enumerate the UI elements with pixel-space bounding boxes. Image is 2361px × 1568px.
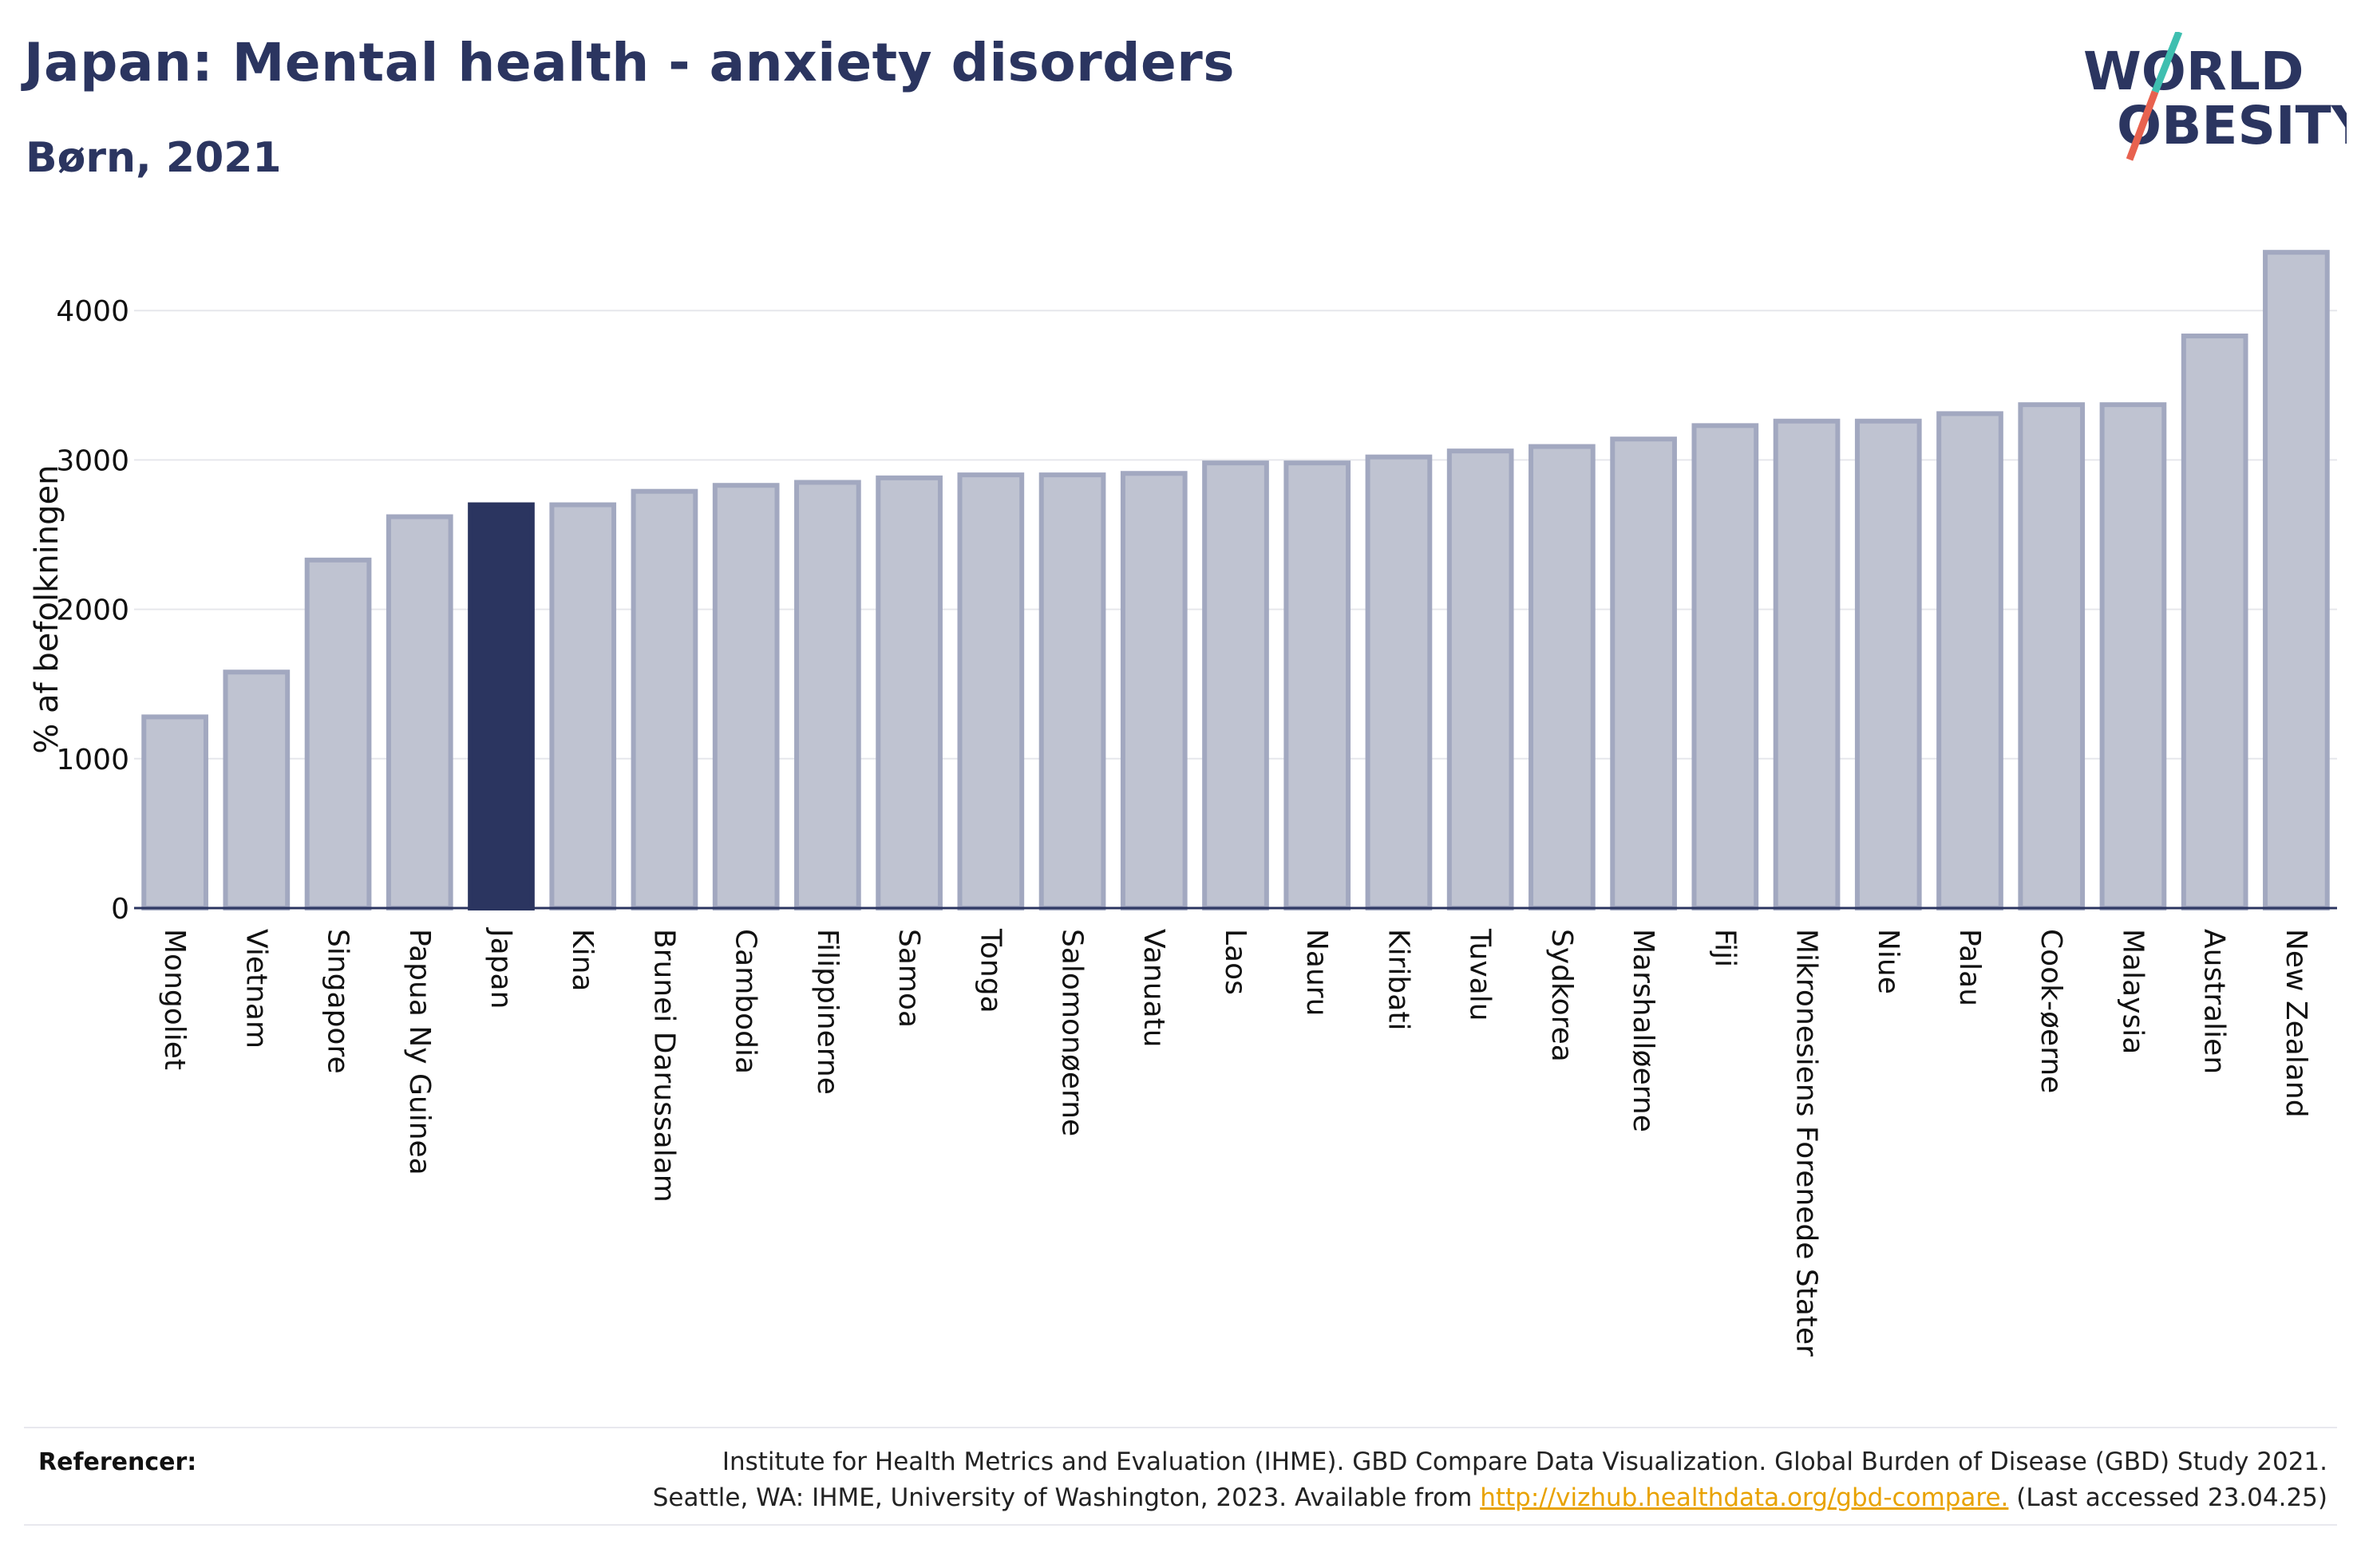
y-tick-label: 3000 <box>56 444 129 477</box>
bar <box>1529 444 1596 910</box>
bar <box>223 669 291 910</box>
bar <box>957 472 1025 910</box>
x-tick-label: Samoa <box>892 929 925 1028</box>
bar <box>2263 250 2330 910</box>
x-tick-label: Vanuatu <box>1137 929 1170 1048</box>
footer-divider-top <box>24 1427 2337 1428</box>
page-title: Japan: Mental health - anxiety disorders <box>24 32 1236 93</box>
x-tick-label: Cook-øerne <box>2035 929 2067 1093</box>
bar <box>1610 436 1677 910</box>
reference-line-2-pre: Seattle, WA: IHME, University of Washing… <box>652 1483 1481 1512</box>
y-axis-label: % af befolkningen <box>29 465 65 754</box>
x-tick-label: Salomonøerne <box>1056 929 1089 1136</box>
x-tick-label: Mongoliet <box>158 929 191 1070</box>
y-tick-label: 4000 <box>56 295 129 328</box>
bar <box>1120 471 1188 910</box>
bar <box>2018 402 2086 910</box>
x-tick-label: Kina <box>566 929 599 992</box>
axes: 0 1000 2000 3000 4000 Mongoliet Vietnam Singapo… <box>56 295 2337 1357</box>
x-tick-label: Palau <box>1953 929 1986 1006</box>
references-text: Institute for Health Metrics and Evaluat… <box>571 1444 2327 1516</box>
x-tick-label: Kiribati <box>1382 929 1414 1030</box>
bar <box>1773 418 1841 910</box>
x-tick-label: Papua Ny Guinea <box>403 929 436 1175</box>
logo-line2: OBESITY <box>2117 95 2347 156</box>
reference-link[interactable]: http://vizhub.healthdata.org/gbd-compare… <box>1480 1483 2009 1512</box>
x-tick-label: Tonga <box>974 928 1006 1013</box>
reference-line-2-post: (Last accessed 23.04.25) <box>2008 1483 2327 1512</box>
bar <box>2099 402 2167 910</box>
reference-line-1: Institute for Health Metrics and Evaluat… <box>722 1448 2327 1476</box>
x-tick-label: Filippinerne <box>811 929 844 1095</box>
bar <box>631 488 698 910</box>
x-tick-label: Fiji <box>1708 929 1741 967</box>
y-tick-label: 0 <box>111 893 129 926</box>
logo-line1: WORLD <box>2083 41 2304 102</box>
bar <box>794 480 861 910</box>
bar <box>549 502 617 910</box>
x-tick-label: Brunei Darussalam <box>647 929 680 1203</box>
logo-slash-bottom <box>2126 90 2159 161</box>
x-tick-label: New Zealand <box>2280 929 2312 1118</box>
bars <box>141 250 2330 910</box>
x-tick-label: Tuvalu <box>1464 928 1497 1021</box>
references-label: Referencer: <box>38 1448 197 1476</box>
bar <box>141 714 208 910</box>
bar <box>1202 460 1269 910</box>
bar <box>876 475 943 910</box>
bar <box>1936 411 2003 910</box>
x-tick-label: Singapore <box>322 929 354 1074</box>
x-tick-label: Cambodia <box>730 929 762 1074</box>
bar-chart: 0 1000 2000 3000 4000 Mongoliet Vietnam Singapo… <box>29 250 2337 1357</box>
x-tick-label: Malaysia <box>2116 929 2149 1054</box>
bar <box>1446 448 1514 910</box>
y-tick-label: 1000 <box>56 744 129 776</box>
page-subtitle: Børn, 2021 <box>26 134 282 182</box>
x-tick-label: Nauru <box>1300 929 1333 1016</box>
y-tick-label: 2000 <box>56 594 129 627</box>
x-tick-label: Laos <box>1219 929 1252 995</box>
x-tick-label: Sydkorea <box>1545 929 1578 1062</box>
bar <box>2181 334 2248 910</box>
bar-highlighted <box>468 502 535 910</box>
bar <box>1854 418 1922 910</box>
bar <box>386 514 453 910</box>
bar <box>1365 454 1433 910</box>
x-tick-label: Niue <box>1872 929 1904 994</box>
bar <box>1691 423 1759 910</box>
x-tick-label: Australien <box>2198 929 2231 1074</box>
bar <box>1038 472 1106 910</box>
reference-line-2: Seattle, WA: IHME, University of Washing… <box>571 1480 2327 1516</box>
x-tick-label: Marshalløerne <box>1627 929 1659 1132</box>
logo-slash-top <box>2151 32 2183 93</box>
x-tick-label: Mikronesiens Forenede Stater <box>1790 929 1823 1357</box>
x-tick-label: Japan <box>484 927 517 1009</box>
bar <box>1283 460 1351 910</box>
footer-divider-bottom <box>24 1524 2337 1526</box>
bar <box>304 557 372 910</box>
x-tick-label: Vietnam <box>239 929 272 1049</box>
world-obesity-logo: WORLD OBESITY <box>2083 32 2347 161</box>
bar <box>712 483 780 910</box>
